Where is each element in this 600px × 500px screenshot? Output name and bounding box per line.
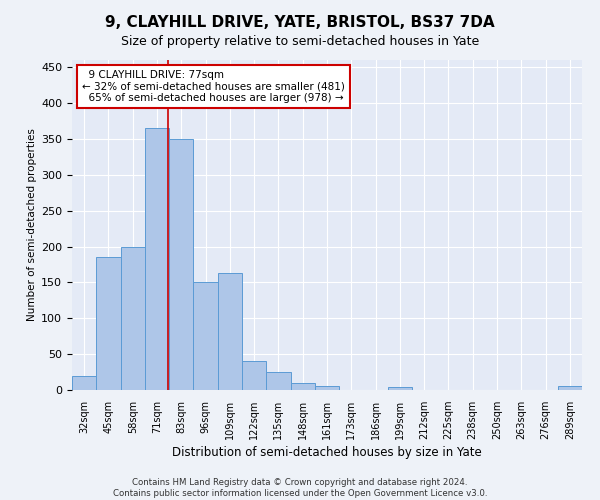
Bar [266,372,290,390]
Bar [121,246,145,390]
Bar [169,139,193,390]
Bar [558,386,582,390]
Bar [242,362,266,390]
Bar [388,387,412,390]
Bar [72,376,96,390]
Text: 9, CLAYHILL DRIVE, YATE, BRISTOL, BS37 7DA: 9, CLAYHILL DRIVE, YATE, BRISTOL, BS37 7… [105,15,495,30]
Bar [145,128,169,390]
Bar [315,386,339,390]
Y-axis label: Number of semi-detached properties: Number of semi-detached properties [27,128,37,322]
Bar [193,282,218,390]
Text: 9 CLAYHILL DRIVE: 77sqm
← 32% of semi-detached houses are smaller (481)
  65% of: 9 CLAYHILL DRIVE: 77sqm ← 32% of semi-de… [82,70,345,103]
Bar [290,383,315,390]
Text: Contains HM Land Registry data © Crown copyright and database right 2024.
Contai: Contains HM Land Registry data © Crown c… [113,478,487,498]
Bar [218,273,242,390]
Text: Size of property relative to semi-detached houses in Yate: Size of property relative to semi-detach… [121,35,479,48]
Bar [96,258,121,390]
X-axis label: Distribution of semi-detached houses by size in Yate: Distribution of semi-detached houses by … [172,446,482,459]
